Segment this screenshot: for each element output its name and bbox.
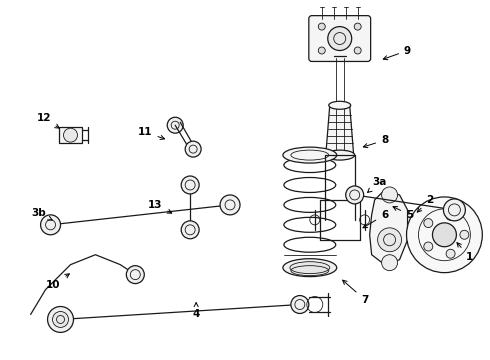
- Circle shape: [185, 141, 201, 157]
- Text: 3a: 3a: [368, 177, 387, 192]
- Circle shape: [446, 211, 455, 220]
- Circle shape: [318, 23, 325, 30]
- Polygon shape: [326, 105, 354, 155]
- Text: 10: 10: [46, 274, 69, 289]
- Circle shape: [382, 255, 397, 271]
- Circle shape: [167, 117, 183, 133]
- Bar: [58, 127, 82, 143]
- Text: 2: 2: [417, 195, 433, 212]
- Circle shape: [48, 306, 74, 332]
- Ellipse shape: [283, 147, 337, 163]
- Circle shape: [126, 266, 144, 284]
- Text: 1: 1: [457, 243, 473, 262]
- Ellipse shape: [290, 262, 330, 274]
- Circle shape: [460, 230, 469, 239]
- Text: 6: 6: [363, 210, 388, 228]
- Circle shape: [64, 128, 77, 142]
- Text: 12: 12: [36, 113, 59, 128]
- Text: 7: 7: [343, 280, 368, 305]
- Polygon shape: [369, 190, 408, 265]
- Circle shape: [382, 187, 397, 203]
- Circle shape: [41, 215, 61, 235]
- Text: 5: 5: [393, 207, 413, 220]
- Text: 4: 4: [193, 303, 200, 319]
- Circle shape: [181, 221, 199, 239]
- Circle shape: [354, 47, 361, 54]
- Circle shape: [354, 23, 361, 30]
- Circle shape: [407, 197, 482, 273]
- Circle shape: [424, 219, 433, 228]
- Text: 11: 11: [138, 127, 165, 139]
- Circle shape: [52, 311, 69, 328]
- Circle shape: [291, 296, 309, 314]
- Circle shape: [346, 186, 364, 204]
- Circle shape: [318, 47, 325, 54]
- Ellipse shape: [283, 259, 337, 276]
- Circle shape: [446, 249, 455, 258]
- Circle shape: [378, 228, 401, 252]
- Text: 8: 8: [364, 135, 388, 148]
- Circle shape: [181, 176, 199, 194]
- Circle shape: [433, 223, 456, 247]
- Text: 3b: 3b: [31, 208, 52, 220]
- FancyBboxPatch shape: [309, 15, 370, 62]
- Circle shape: [424, 242, 433, 251]
- Ellipse shape: [329, 101, 351, 109]
- Text: 9: 9: [383, 45, 411, 60]
- Text: 13: 13: [148, 200, 171, 213]
- Circle shape: [443, 199, 465, 221]
- Circle shape: [220, 195, 240, 215]
- Circle shape: [328, 27, 352, 50]
- Ellipse shape: [325, 150, 355, 160]
